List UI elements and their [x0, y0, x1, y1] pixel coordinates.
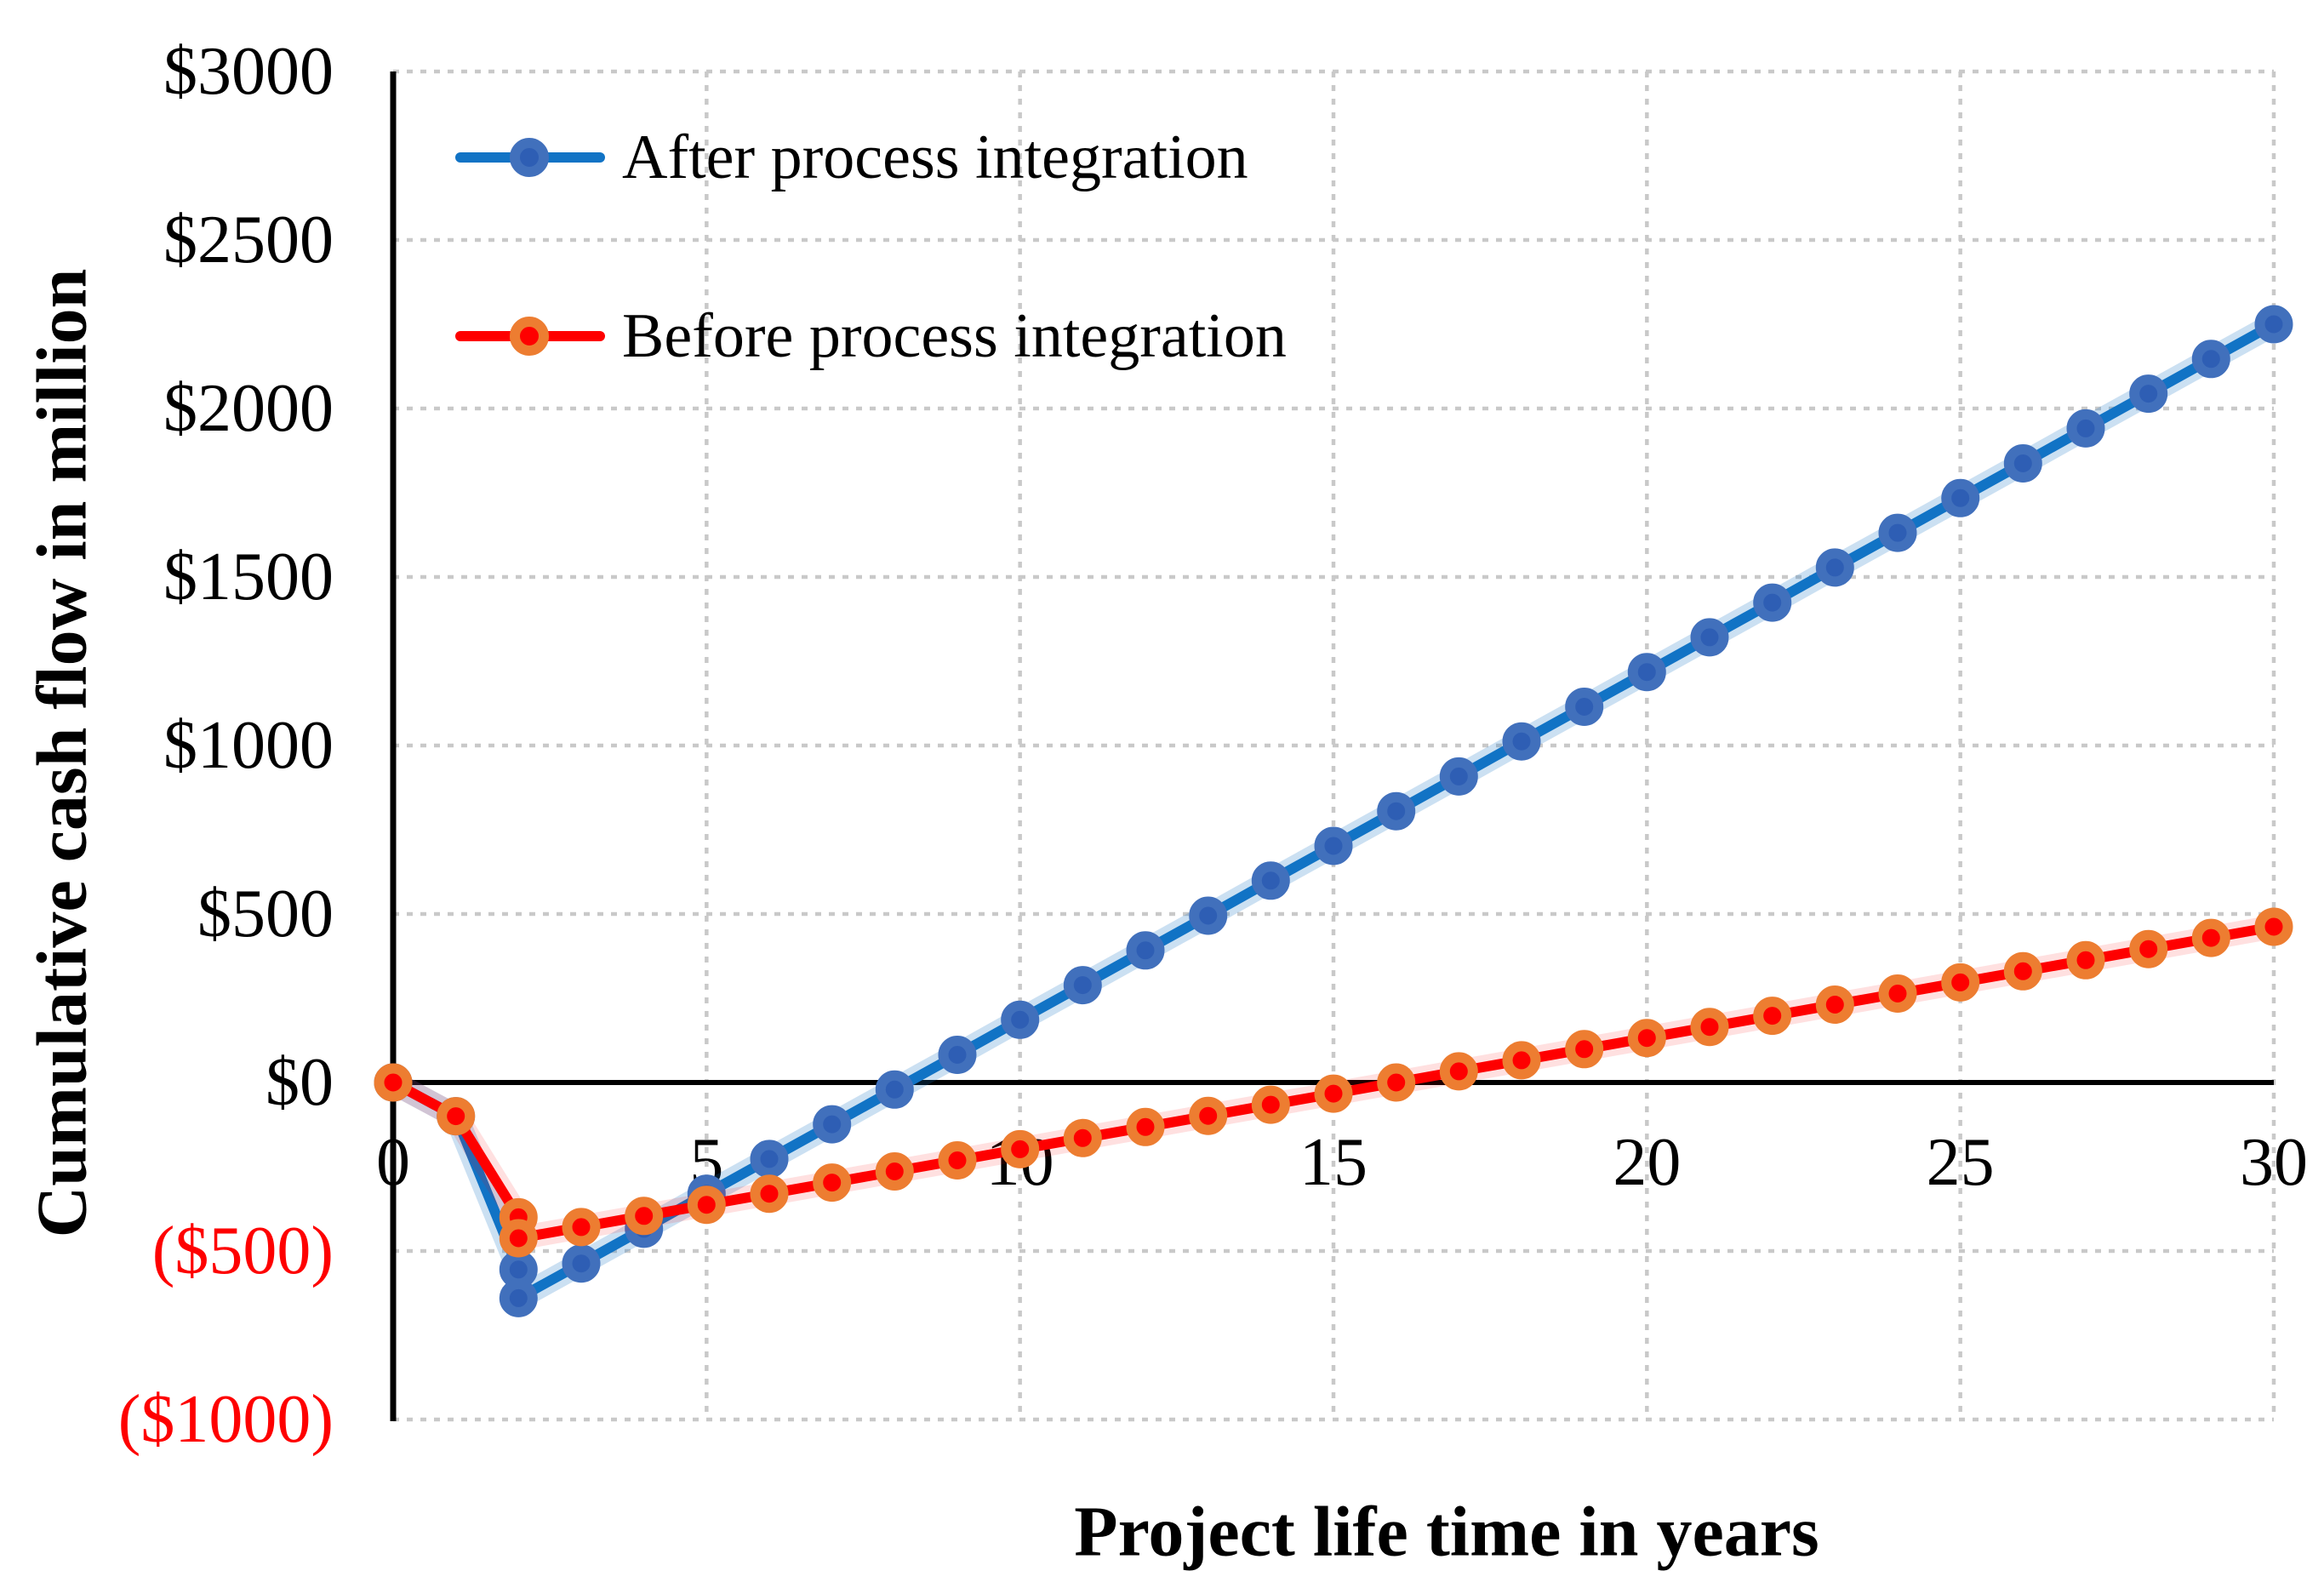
data-point-marker [1314, 1074, 1353, 1113]
y-tick-label: $2500 [163, 203, 334, 277]
data-point-marker [750, 1174, 789, 1214]
y-tick-label: ($500) [151, 1214, 334, 1288]
data-point-marker [1001, 1129, 1040, 1168]
y-axis-title: Cumulative cash flow in million [22, 268, 102, 1238]
data-point-marker [1941, 963, 1980, 1002]
data-point-marker [1565, 1030, 1604, 1069]
y-tick-label: $500 [197, 877, 334, 951]
legend-item-after: After process integration [455, 119, 1287, 196]
data-point-marker [1565, 688, 1604, 726]
data-point-marker [499, 1219, 538, 1258]
data-point-marker [687, 1185, 726, 1225]
legend-label-before: Before process integration [622, 300, 1287, 371]
y-tick-label: $3000 [163, 34, 334, 109]
data-point-marker [1690, 1008, 1729, 1047]
data-point-marker [1063, 966, 1102, 1005]
data-point-marker [437, 1097, 476, 1136]
data-point-marker [1627, 1019, 1666, 1058]
blue-marker-icon [510, 138, 549, 177]
data-point-marker [2191, 918, 2230, 957]
data-point-marker [1251, 1085, 1290, 1124]
data-point-marker [1189, 896, 1228, 935]
legend-key-after [455, 119, 608, 196]
data-point-marker [813, 1105, 852, 1144]
data-point-marker [2191, 340, 2230, 379]
data-point-marker [2066, 408, 2105, 448]
data-point-marker [1502, 1041, 1541, 1080]
data-point-marker [875, 1152, 914, 1191]
data-point-marker [1627, 653, 1666, 692]
data-point-marker [1439, 757, 1478, 796]
data-point-marker [938, 1141, 977, 1180]
data-point-marker [1753, 997, 1792, 1036]
x-axis-title: Project life time in years [1074, 1492, 1819, 1572]
data-point-marker [1502, 722, 1541, 761]
data-point-marker [1063, 1118, 1102, 1157]
data-point-marker [562, 1244, 601, 1283]
red-marker-icon [510, 317, 549, 356]
data-point-marker [1189, 1096, 1228, 1135]
data-point-marker [562, 1208, 601, 1247]
data-point-marker [2003, 951, 2042, 991]
data-point-marker [625, 1197, 664, 1236]
legend-label-after: After process integration [622, 122, 1248, 192]
data-point-marker [750, 1140, 789, 1179]
data-point-marker [2129, 374, 2168, 414]
data-point-marker [1001, 1000, 1040, 1039]
data-point-marker [1439, 1052, 1478, 1091]
data-point-marker [374, 1063, 413, 1102]
legend-key-before [455, 298, 608, 374]
y-tick-label: $0 [266, 1045, 334, 1120]
data-point-marker [1377, 1063, 1416, 1102]
y-tick-label: $1000 [163, 708, 334, 783]
data-point-marker [1126, 1107, 1165, 1146]
data-point-marker [938, 1036, 977, 1074]
y-tick-label: $1500 [163, 540, 334, 614]
legend: After process integration Before process… [455, 119, 1287, 374]
data-point-marker [2129, 929, 2168, 968]
data-point-marker [1690, 618, 1729, 657]
data-point-marker [2003, 444, 2042, 483]
data-point-marker [499, 1278, 538, 1317]
y-tick-label: ($1000) [117, 1382, 334, 1457]
data-point-marker [1251, 861, 1290, 900]
data-point-marker [2066, 940, 2105, 980]
data-point-marker [1377, 791, 1416, 831]
data-point-marker [2254, 305, 2293, 344]
data-point-marker [1878, 513, 1917, 552]
data-point-marker [1815, 985, 1854, 1024]
data-point-marker [1753, 583, 1792, 622]
data-point-marker [875, 1070, 914, 1109]
data-point-marker [813, 1163, 852, 1202]
y-tick-label: $2000 [163, 371, 334, 446]
data-point-marker [1941, 478, 1980, 517]
data-point-marker [2254, 907, 2293, 946]
legend-item-before: Before process integration [455, 298, 1287, 374]
data-point-marker [1314, 826, 1353, 865]
data-point-marker [1878, 974, 1917, 1013]
data-point-marker [1815, 548, 1854, 587]
data-point-marker [1126, 931, 1165, 970]
